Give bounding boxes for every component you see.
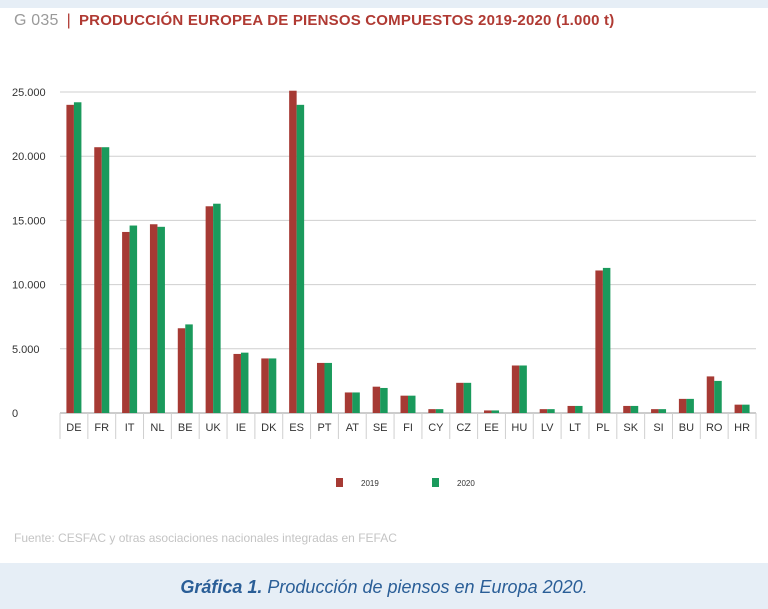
- bar-2019-hr: [734, 404, 743, 413]
- x-tick-label: BE: [178, 422, 193, 434]
- caption-label: Gráfica 1.: [180, 577, 263, 597]
- caption-text: Producción de piensos en Europa 2020.: [262, 577, 588, 597]
- bar-2019-be: [177, 328, 186, 413]
- bar-2020-uk: [213, 203, 221, 413]
- x-tick-label: PT: [317, 422, 331, 434]
- bar-2020-it: [129, 225, 138, 413]
- x-tick-label: EE: [484, 422, 499, 434]
- chart-code: G 035: [14, 12, 59, 29]
- legend-swatch-2019: [336, 478, 343, 487]
- x-tick-label: UK: [205, 422, 221, 434]
- bar-2020-ie: [240, 352, 249, 413]
- x-tick-label: CY: [428, 422, 444, 434]
- y-tick-label: 5.000: [12, 344, 40, 356]
- bar-2020-pt: [324, 362, 332, 413]
- bar-2020-si: [658, 409, 667, 413]
- x-tick-label: FR: [94, 422, 109, 434]
- chart-title: PRODUCCIÓN EUROPEA DE PIENSOS COMPUESTOS…: [78, 12, 615, 29]
- figure-caption: Gráfica 1. Producción de piensos en Euro…: [0, 577, 768, 598]
- y-tick-label: 15.000: [12, 215, 46, 227]
- x-tick-label: SK: [623, 422, 638, 434]
- bar-2019-se: [372, 386, 381, 413]
- x-tick-label: HU: [511, 422, 527, 434]
- bar-2020-pl: [602, 267, 611, 413]
- x-tick-label: HR: [734, 422, 750, 434]
- y-tick-label: 0: [12, 408, 18, 420]
- bar-2019-it: [122, 231, 130, 413]
- x-tick-label: SE: [373, 422, 388, 434]
- bar-2020-fr: [101, 147, 110, 413]
- bar-2019-de: [66, 104, 74, 413]
- bar-2020-cz: [463, 382, 472, 413]
- bar-2019-dk: [261, 358, 269, 413]
- x-tick-label: IT: [125, 422, 135, 434]
- bar-2020-cy: [435, 409, 444, 413]
- bar-2019-ee: [484, 410, 492, 413]
- x-tick-label: RO: [706, 422, 723, 434]
- x-tick-label: PL: [596, 422, 609, 434]
- x-tick-label: ES: [289, 422, 304, 434]
- bar-2020-ee: [491, 410, 500, 413]
- bar-2019-pt: [316, 362, 325, 413]
- bar-2019-lv: [539, 409, 548, 413]
- x-tick-label: NL: [150, 422, 164, 434]
- header-separator: |: [66, 12, 71, 29]
- bar-2019-sk: [623, 405, 631, 413]
- bar-2019-lt: [567, 405, 576, 413]
- bar-2020-lv: [547, 409, 555, 413]
- bar-2019-hu: [511, 365, 520, 413]
- caption-band: [0, 563, 768, 609]
- y-tick-label: 25.000: [12, 87, 46, 99]
- bar-2019-si: [651, 409, 659, 413]
- y-tick-label: 20.000: [12, 151, 46, 163]
- x-tick-label: IE: [236, 422, 246, 434]
- x-tick-label: FI: [403, 422, 413, 434]
- x-tick-label: LT: [569, 422, 581, 434]
- bar-2019-at: [344, 392, 353, 413]
- x-tick-label: DK: [261, 422, 277, 434]
- bar-2020-ro: [714, 380, 722, 413]
- bar-2019-ro: [706, 376, 715, 413]
- bar-2020-be: [185, 324, 193, 413]
- source-note: Fuente: CESFAC y otras asociaciones naci…: [14, 531, 397, 545]
- y-tick-label: 10.000: [12, 280, 46, 292]
- bar-2020-es: [296, 104, 305, 413]
- legend-label-2020: 2020: [457, 479, 475, 488]
- x-tick-label: LV: [541, 422, 554, 434]
- legend-label-2019: 2019: [361, 479, 379, 488]
- legend-swatch-2020: [432, 478, 439, 487]
- bar-2019-ie: [233, 353, 241, 413]
- bar-2019-fr: [94, 147, 102, 413]
- bar-2019-nl: [149, 224, 158, 413]
- bar-2019-cy: [428, 409, 436, 413]
- bar-2020-sk: [630, 405, 639, 413]
- x-tick-label: BU: [679, 422, 694, 434]
- bar-2020-bu: [686, 398, 694, 413]
- bar-2020-at: [352, 392, 360, 413]
- bar-2019-uk: [205, 206, 214, 413]
- bar-2020-hu: [519, 365, 527, 413]
- bar-2019-bu: [678, 398, 687, 413]
- bar-2020-se: [380, 387, 388, 413]
- x-tick-label: SI: [653, 422, 663, 434]
- bar-2019-fi: [400, 395, 408, 413]
- bar-2020-nl: [157, 226, 165, 413]
- top-band: [0, 0, 768, 8]
- bar-2020-de: [73, 102, 82, 413]
- x-tick-label: DE: [66, 422, 81, 434]
- bar-2020-dk: [268, 358, 277, 413]
- x-tick-label: CZ: [456, 422, 471, 434]
- bar-2020-hr: [742, 404, 750, 413]
- chart-header: G 035 | PRODUCCIÓN EUROPEA DE PIENSOS COMP…: [14, 12, 614, 30]
- bar-2019-es: [289, 90, 297, 413]
- bar-2019-pl: [595, 270, 603, 413]
- bar-chart: 0 5.000 10.000 15.000 20.000 25.000 DE FR IT NL BE…: [12, 87, 757, 488]
- bar-2020-fi: [408, 395, 416, 413]
- bar-2019-cz: [456, 382, 464, 413]
- x-tick-label: AT: [346, 422, 360, 434]
- bar-2020-lt: [575, 405, 583, 413]
